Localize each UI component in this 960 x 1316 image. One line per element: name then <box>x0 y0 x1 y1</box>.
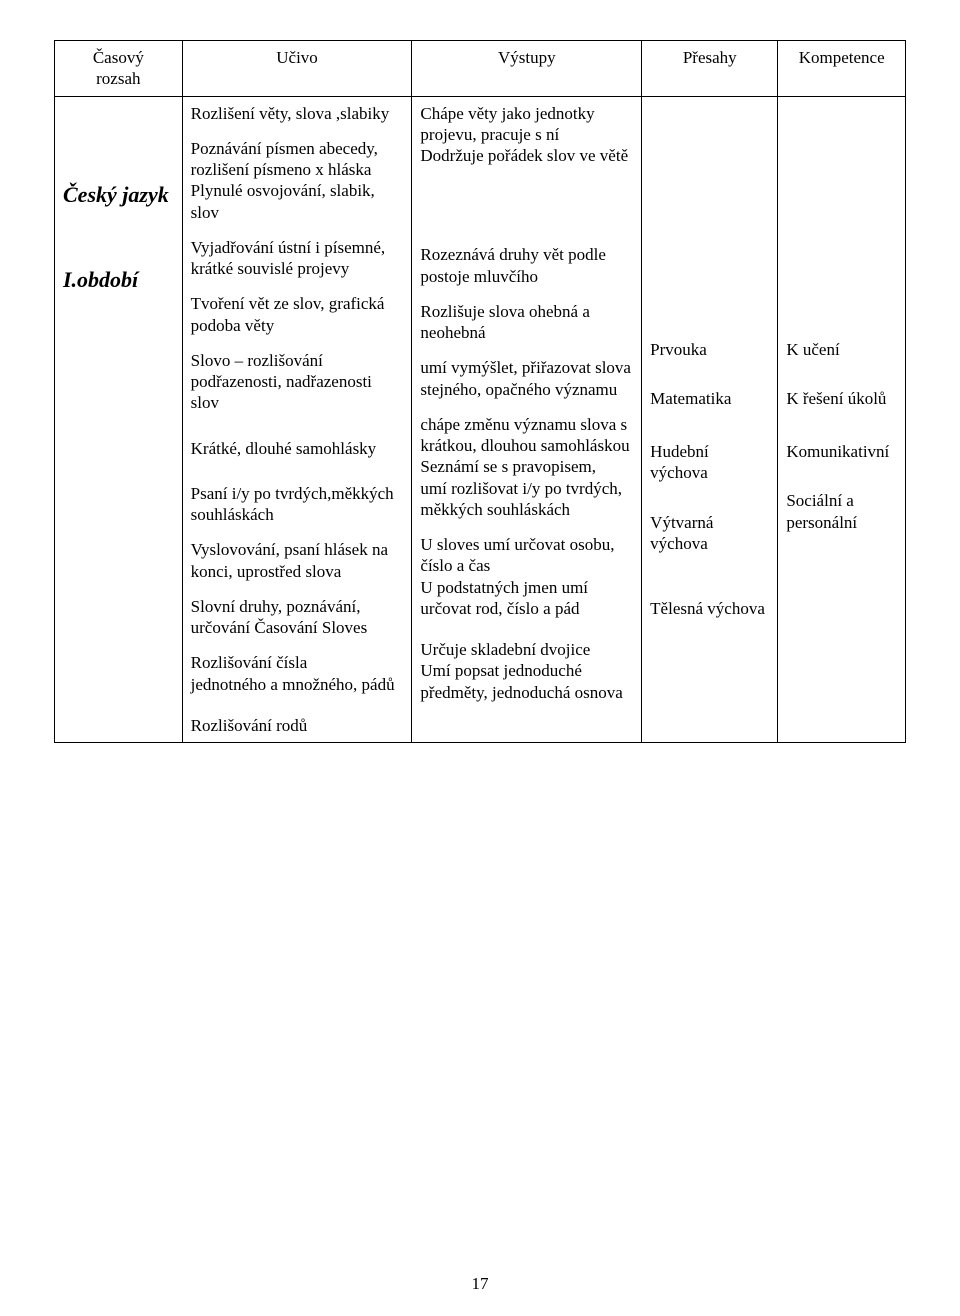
ucivo-item: Rozlišování čísla jednotného a množného,… <box>191 652 404 695</box>
vystupy-item: chápe změnu významu slova s krátkou, dlo… <box>420 414 633 520</box>
kompetence-item: K řešení úkolů <box>786 388 897 409</box>
subject-label: Český jazyk <box>63 181 174 209</box>
presahy-item: Tělesná výchova <box>650 598 769 619</box>
curriculum-table: Časový rozsah Učivo Výstupy Přesahy Komp… <box>54 40 906 743</box>
cell-ucivo: Rozlišení věty, slova ,slabiky Poznávání… <box>182 96 412 743</box>
kompetence-item: Komunikativní <box>786 441 897 462</box>
kompetence-item: Sociální a personální <box>786 490 897 533</box>
vystupy-item: Určuje skladební dvojice Umí popsat jedn… <box>420 639 633 703</box>
ucivo-item: Psaní i/y po tvrdých,měkkých souhláskách <box>191 483 404 526</box>
vystupy-item: Rozlišuje slova ohebná a neohebná <box>420 301 633 344</box>
presahy-item: Hudební výchova <box>650 441 769 484</box>
ucivo-item: Poznávání písmen abecedy, rozlišení písm… <box>191 138 404 223</box>
header-vystupy: Výstupy <box>412 41 642 97</box>
cell-presahy: Prvouka Matematika Hudební výchova Výtva… <box>642 96 778 743</box>
vystupy-item: U sloves umí určovat osobu, číslo a čas … <box>420 534 633 619</box>
presahy-item: Prvouka <box>650 339 769 360</box>
kompetence-item: K učení <box>786 339 897 360</box>
header-ucivo: Učivo <box>182 41 412 97</box>
ucivo-item: Rozlišení věty, slova ,slabiky <box>191 103 404 124</box>
header-kompetence: Kompetence <box>778 41 906 97</box>
header-presahy: Přesahy <box>642 41 778 97</box>
presahy-item: Výtvarná výchova <box>650 512 769 555</box>
presahy-item: Matematika <box>650 388 769 409</box>
page-number: 17 <box>0 1274 960 1294</box>
cell-subject-period: Český jazyk I.období <box>55 96 183 743</box>
cell-vystupy: Chápe věty jako jednotky projevu, pracuj… <box>412 96 642 743</box>
table-header-row: Časový rozsah Učivo Výstupy Přesahy Komp… <box>55 41 906 97</box>
cell-kompetence: K učení K řešení úkolů Komunikativní Soc… <box>778 96 906 743</box>
table-row: Český jazyk I.období Rozlišení věty, slo… <box>55 96 906 743</box>
ucivo-item: Slovní druhy, poznávání, určování Časová… <box>191 596 404 639</box>
period-label: I.období <box>63 266 174 294</box>
header-casovy-rozsah: Časový rozsah <box>55 41 183 97</box>
ucivo-item: Vyjadřování ústní i písemné, krátké souv… <box>191 237 404 280</box>
ucivo-item: Slovo – rozlišování podřazenosti, nadřaz… <box>191 350 404 414</box>
vystupy-item: Chápe věty jako jednotky projevu, pracuj… <box>420 103 633 167</box>
ucivo-item: Rozlišování rodů <box>191 715 404 736</box>
ucivo-item: Vyslovování, psaní hlásek na konci, upro… <box>191 539 404 582</box>
page: Časový rozsah Učivo Výstupy Přesahy Komp… <box>0 0 960 1316</box>
vystupy-item: umí vymýšlet, přiřazovat slova stejného,… <box>420 357 633 400</box>
vystupy-item: Rozeznává druhy vět podle postoje mluvčí… <box>420 244 633 287</box>
ucivo-item: Krátké, dlouhé samohlásky <box>191 438 404 459</box>
ucivo-item: Tvoření vět ze slov, grafická podoba vět… <box>191 293 404 336</box>
